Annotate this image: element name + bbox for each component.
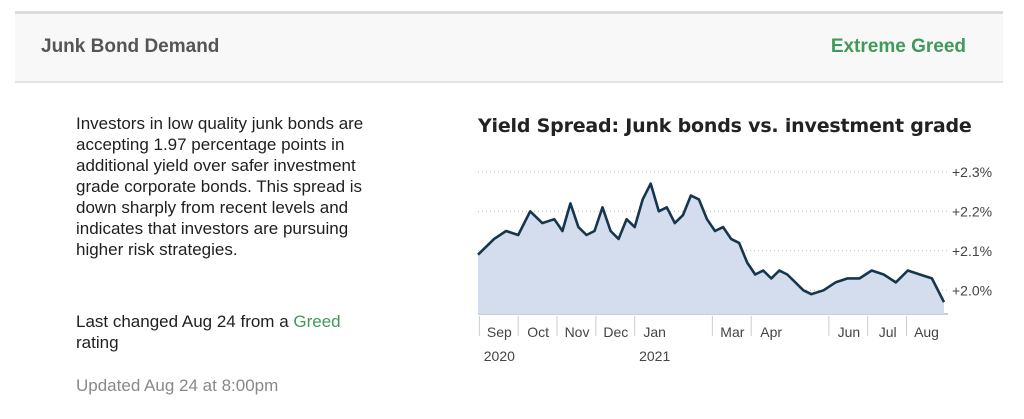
updated-timestamp: Updated Aug 24 at 8:00pm — [76, 376, 279, 395]
indicator-rating: Extreme Greed — [830, 36, 966, 57]
x-tick-label: Nov — [565, 324, 590, 340]
x-tick-label: Sep — [487, 324, 512, 340]
chart-series-line — [477, 182, 946, 303]
x-tick-label: Jan — [643, 324, 666, 340]
x-tick-label: Jun — [838, 324, 861, 340]
indicator-title: Junk Bond Demand — [41, 36, 220, 57]
last-changed-text: Last changed Aug 24 from a Greed rating — [76, 311, 376, 353]
x-tick-label: Aug — [914, 324, 939, 340]
chart-area-fill — [478, 183, 944, 314]
y-tick-label: +2.3% — [952, 164, 992, 180]
x-year-label: 2020 — [484, 348, 515, 364]
last-changed-suffix: rating — [76, 333, 119, 352]
chart-title: Yield Spread: Junk bonds vs. investment … — [478, 115, 972, 137]
last-changed-prefix: Last changed Aug 24 from a — [76, 312, 289, 331]
yield-spread-chart: +2.3% +2.2% +2.1% +2.0% Sep Oct Nov Dec Jan Mar A… — [477, 164, 992, 364]
x-tick-label: Oct — [527, 324, 549, 340]
x-tick-label: Jul — [879, 324, 897, 340]
indicator-header: Junk Bond Demand Extreme Greed — [15, 14, 1003, 83]
previous-rating-link[interactable]: Greed — [293, 312, 341, 331]
indicator-description: Investors in low quality junk bonds are … — [76, 114, 364, 259]
x-tick-label: Mar — [720, 324, 744, 340]
x-tick-label: Apr — [760, 324, 782, 340]
x-tick-label: Dec — [603, 324, 628, 340]
x-year-label: 2021 — [639, 348, 670, 364]
y-tick-label: +2.2% — [952, 203, 992, 219]
y-tick-label: +2.1% — [952, 243, 992, 259]
card-top-border — [15, 11, 1003, 14]
y-tick-label: +2.0% — [952, 282, 992, 298]
